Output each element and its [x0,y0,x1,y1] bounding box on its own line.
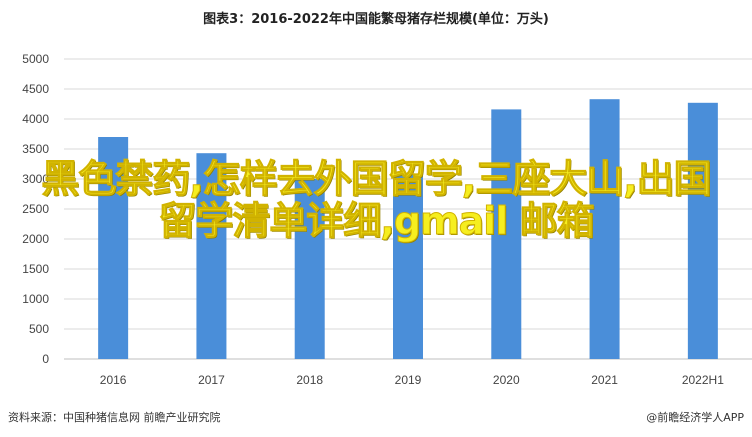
y-tick-label: 4500 [22,82,49,96]
x-tick-label: 2016 [100,373,127,387]
x-tick-label: 2022H1 [682,373,724,387]
y-tick-label: 5000 [22,52,49,66]
x-tick-labels: 2016 2017 2018 2019 2020 2021 2022H1 [100,373,724,387]
y-tick-label: 3500 [22,142,49,156]
bar-2016 [98,137,129,359]
x-tick-label: 2020 [493,373,520,387]
y-tick-label: 500 [29,322,49,336]
x-tick-label: 2021 [591,373,618,387]
x-tick-label: 2019 [395,373,422,387]
bar-2017 [196,153,227,359]
y-tick-labels: 0 500 1000 1500 2000 2500 3000 3500 4000 4500 5000 [22,52,49,366]
y-tick-label: 1500 [22,262,49,276]
footer-brand: @前瞻经济学人APP [646,411,744,424]
y-tick-label: 2500 [22,202,49,216]
y-tick-label: 1000 [22,292,49,306]
bar-2020 [491,109,522,360]
y-tick-label: 2000 [22,232,49,246]
chart-title: 图表3：2016-2022年中国能繁母猪存栏规模(单位：万头) [203,12,549,27]
y-tick-label: 0 [42,352,49,366]
bar-2021 [589,99,620,359]
y-tick-label: 3000 [22,172,49,186]
bar-2022H1 [687,102,718,360]
footer-source: 资料来源：中国种猪信息网 前瞻产业研究院 [8,411,221,424]
x-tick-label: 2017 [198,373,225,387]
bar-2018 [294,179,325,359]
bar-2019 [393,174,423,359]
bars [98,99,718,360]
overlay-spam-text: 黑色禁药,怎样去外国留学,三座大山,出国留学清单详细,gmail 邮箱 [41,157,712,243]
y-tick-label: 4000 [22,112,49,126]
x-tick-label: 2018 [296,373,323,387]
